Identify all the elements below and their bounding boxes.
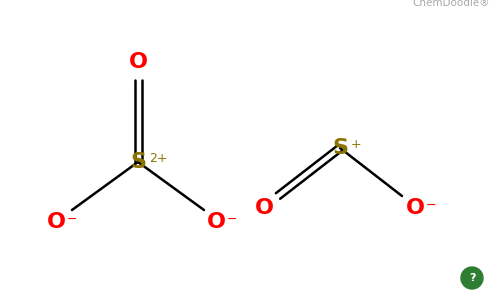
Circle shape xyxy=(461,267,483,289)
Text: O: O xyxy=(128,52,148,72)
Text: O: O xyxy=(254,198,274,218)
Text: S: S xyxy=(130,152,146,172)
Text: −: − xyxy=(227,213,237,226)
Text: O: O xyxy=(46,212,66,232)
Text: −: − xyxy=(67,213,78,226)
Text: S: S xyxy=(332,138,348,158)
Text: O: O xyxy=(206,212,226,232)
Text: ChemDoodle®: ChemDoodle® xyxy=(412,0,490,8)
Text: −: − xyxy=(426,199,436,212)
Text: O: O xyxy=(406,198,424,218)
Text: ?: ? xyxy=(469,273,475,283)
Text: 2+: 2+ xyxy=(149,152,168,165)
Text: +: + xyxy=(351,138,362,151)
